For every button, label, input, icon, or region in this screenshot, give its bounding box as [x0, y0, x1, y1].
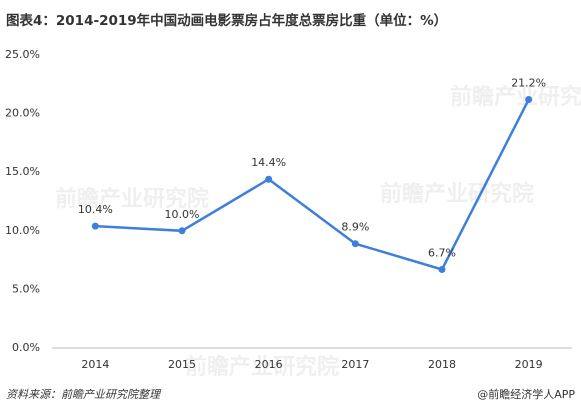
y-tick-label: 20.0% [5, 107, 40, 120]
x-tick-label: 2016 [255, 358, 283, 371]
y-tick-label: 10.0% [5, 224, 40, 237]
data-label: 14.4% [251, 156, 286, 169]
watermark: 前瞻产业研究院 [55, 186, 209, 212]
point [265, 175, 273, 183]
point [91, 222, 99, 230]
data-label: 10.4% [78, 203, 113, 216]
point [525, 96, 533, 104]
x-tick-label: 2015 [168, 358, 196, 371]
series-line [95, 98, 530, 271]
y-tick-label: 5.0% [12, 282, 40, 295]
y-tick-label: 15.0% [5, 165, 40, 178]
point [351, 240, 359, 248]
watermark: 前瞻产业研究院 [185, 354, 339, 380]
data-label: 6.7% [428, 246, 456, 259]
credit: @前瞻经济学人APP [477, 387, 575, 401]
x-tick-label: 2017 [341, 358, 369, 371]
chart-title: 图表4：2014-2019年中国动画电影票房占年度总票房比重（单位：%） [6, 12, 447, 29]
x-tick-label: 2014 [81, 358, 109, 371]
data-label: 21.2% [511, 77, 546, 90]
data-label: 10.0% [165, 208, 200, 221]
point [178, 227, 186, 235]
watermark: 前瞻产业研究院 [450, 84, 581, 110]
source: 资料来源：前瞻产业研究院整理 [6, 388, 162, 401]
y-tick-label: 25.0% [5, 48, 40, 61]
data-label: 8.9% [341, 221, 369, 234]
y-tick-label: 0.0% [12, 341, 40, 354]
watermark: 前瞻产业研究院 [380, 181, 534, 207]
point [438, 265, 446, 273]
x-tick-label: 2018 [428, 358, 456, 371]
x-tick-label: 2019 [515, 358, 543, 371]
